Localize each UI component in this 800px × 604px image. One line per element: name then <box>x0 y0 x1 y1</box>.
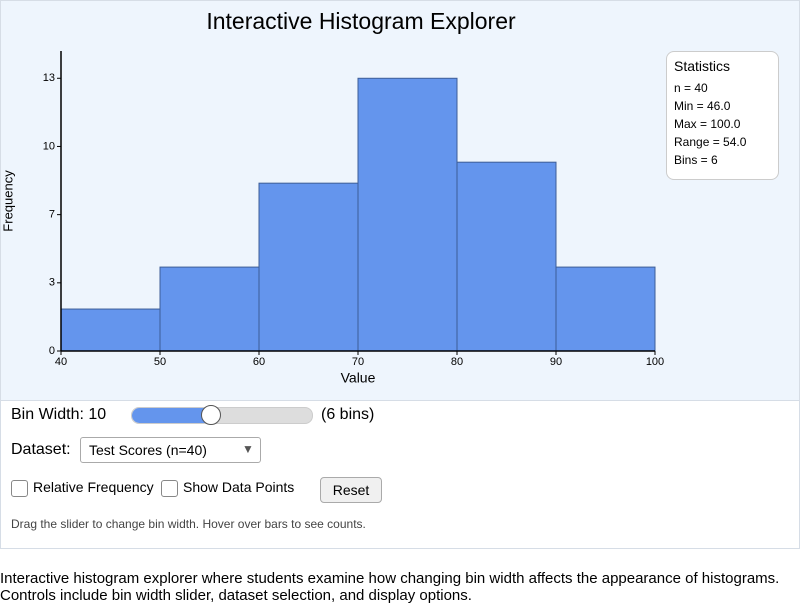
bar <box>60 308 161 352</box>
y-axis-label: Frequency <box>1 170 15 232</box>
x-tick-label: 60 <box>253 356 265 368</box>
stats-box: Statistics n = 40 Min = 46.0 Max = 100.0 Ra… <box>666 51 779 180</box>
slider-thumb[interactable] <box>201 405 221 425</box>
dataset-label: Dataset: <box>11 441 71 458</box>
stats-title: Statistics <box>674 58 731 74</box>
x-tick-label: 70 <box>352 356 364 368</box>
x-tick-label: 100 <box>646 356 664 368</box>
bar <box>555 266 656 352</box>
y-tick-label: 0 <box>49 345 55 357</box>
x-tick-label: 40 <box>55 356 67 368</box>
hint: Drag the slider to change bin width. Hov… <box>11 517 366 531</box>
x-tick-label: 50 <box>154 356 166 368</box>
bar <box>258 182 359 352</box>
slider-fill <box>132 408 212 423</box>
bin-count: (6 bins) <box>321 406 375 423</box>
x-tick-label: 90 <box>550 356 562 368</box>
y-tick-label: 7 <box>49 209 55 221</box>
description: Interactive histogram explorer where stu… <box>0 570 780 604</box>
y-tick-label: 10 <box>43 140 55 152</box>
x-axis-label: Value <box>341 370 376 386</box>
chart: Interactive Histogram Explorer Value Fre… <box>0 8 664 386</box>
y-tick-label: 13 <box>43 72 55 84</box>
dropdown-arrow: ▼ <box>242 442 254 456</box>
chart-title: Interactive Histogram Explorer <box>206 8 516 34</box>
controls-panel: Bin Width: 10 (6 bins) Dataset: Test Sco… <box>0 400 800 549</box>
y-tick-label: 3 <box>49 277 55 289</box>
stat-line: Bins = 6 <box>674 153 718 167</box>
stat-line: Max = 100.0 <box>674 117 741 131</box>
stat-line: n = 40 <box>674 81 708 95</box>
bar <box>357 77 458 352</box>
bar <box>456 161 557 352</box>
dataset-select[interactable]: Test Scores (n=40) ▼ <box>80 437 261 463</box>
show-points-checkbox[interactable] <box>161 480 178 497</box>
relative-frequency-checkbox[interactable] <box>11 480 28 497</box>
bin-width-label: Bin Width: 10 <box>11 406 107 423</box>
reset-button[interactable]: Reset <box>320 477 382 503</box>
show-points-label[interactable]: Show Data Points <box>183 479 295 495</box>
dataset-selected: Test Scores (n=40) <box>89 442 207 458</box>
chart-panel: Interactive Histogram Explorer Value Fre… <box>0 0 800 401</box>
bar <box>159 266 260 352</box>
stat-line: Min = 46.0 <box>674 99 731 113</box>
relative-frequency-label[interactable]: Relative Frequency <box>33 479 154 495</box>
stat-line: Range = 54.0 <box>674 135 747 149</box>
x-tick-label: 80 <box>451 356 463 368</box>
slider-track[interactable] <box>131 405 313 425</box>
